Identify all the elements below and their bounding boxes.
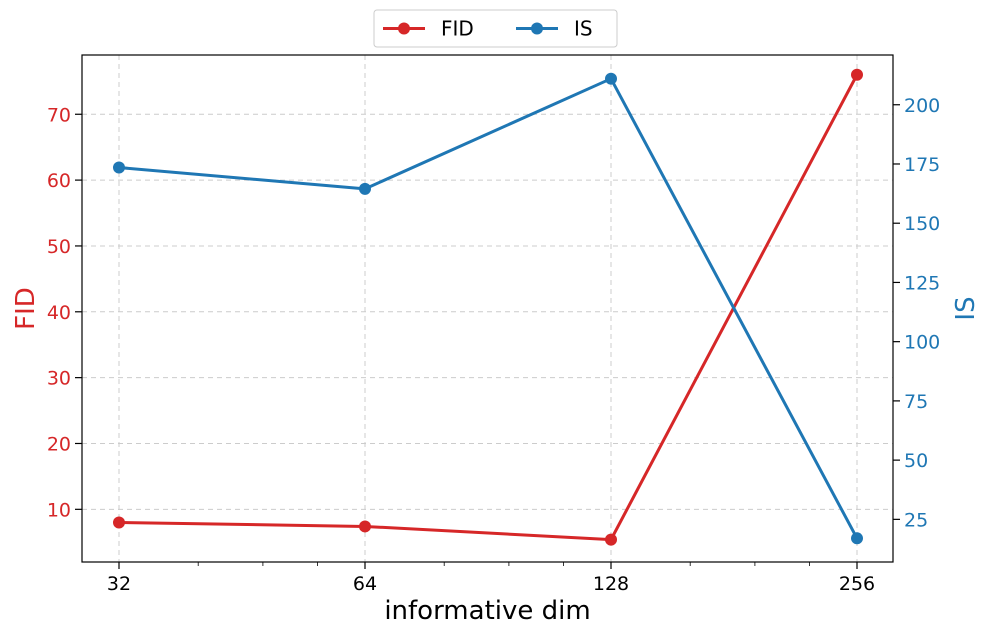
x-tick-label: 32	[107, 573, 131, 595]
x-tick-label: 128	[593, 573, 629, 595]
left-y-axis-label: FID	[11, 287, 41, 330]
data-point-fid	[359, 520, 371, 533]
left-y-tick-label: 40	[47, 302, 71, 324]
legend-label-is: IS	[574, 17, 593, 41]
data-point-fid	[851, 68, 863, 81]
left-y-tick-label: 50	[47, 236, 71, 258]
data-point-fid	[605, 533, 617, 546]
right-y-tick-label: 50	[904, 450, 928, 472]
right-y-tick-label: 200	[904, 95, 940, 117]
series-line-fid	[118, 74, 859, 542]
left-y-tick-label: 20	[47, 433, 71, 455]
grid-lines	[82, 55, 893, 562]
right-y-axis-label: IS	[951, 296, 981, 320]
legend-label-fid: FID	[441, 17, 474, 41]
data-point-is	[851, 532, 863, 545]
x-tick-label: 256	[839, 573, 875, 595]
data-point-is	[605, 72, 617, 85]
plot-area-frame	[81, 54, 894, 563]
right-y-tick-label: 125	[904, 272, 940, 294]
right-y-tick-label: 175	[904, 154, 940, 176]
data-point-is	[359, 182, 371, 195]
right-y-tick-label: 75	[904, 391, 928, 413]
right-y-axis-ticks: 25 50 75 100 125 150 175 200	[893, 95, 940, 531]
x-axis-label: informative dim	[384, 596, 590, 626]
left-y-tick-label: 70	[47, 104, 71, 126]
series-line-is	[118, 77, 859, 540]
legend-marker-fid	[398, 22, 410, 35]
x-axis-ticks: 32 64 128 256	[107, 562, 875, 595]
x-tick-label: 64	[353, 573, 377, 595]
left-y-axis-ticks: 10 20 30 40 50 60 70	[47, 104, 82, 521]
data-point-is	[113, 161, 125, 174]
left-y-tick-label: 10	[47, 499, 71, 521]
right-y-tick-label: 150	[904, 213, 940, 235]
left-y-tick-label: 30	[47, 368, 71, 390]
legend-marker-is	[531, 22, 543, 35]
legend: FID IS	[373, 9, 618, 48]
legend-box	[373, 9, 618, 48]
left-y-tick-label: 60	[47, 170, 71, 192]
data-point-fid	[113, 516, 125, 529]
right-y-tick-label: 25	[904, 509, 928, 531]
right-y-tick-label: 100	[904, 332, 940, 354]
series-layer	[113, 68, 863, 546]
